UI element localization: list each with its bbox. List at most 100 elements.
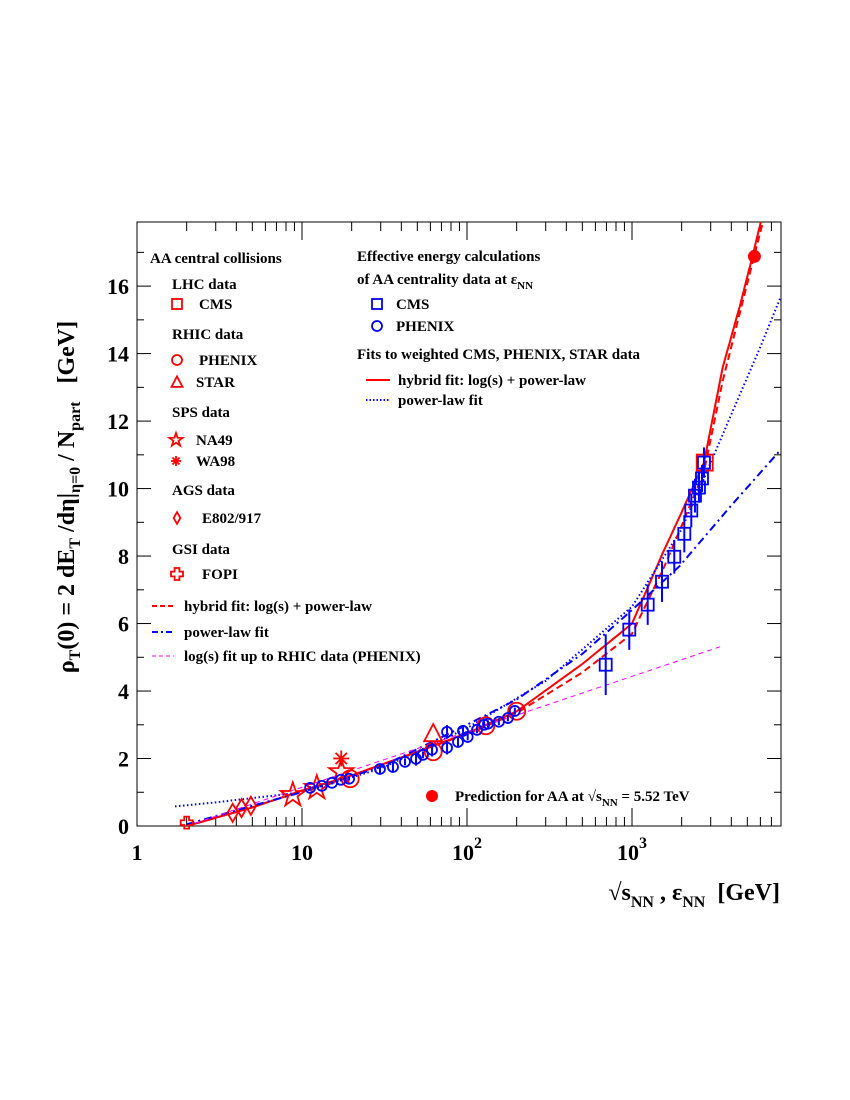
legend-marker: [171, 298, 183, 310]
legend-right-title-2: of AA centrality data at εNN: [357, 272, 533, 292]
legend-item-e802: E802/917: [202, 511, 262, 527]
data-point: [452, 736, 464, 748]
data-point-stroke: [334, 752, 348, 765]
legend-marker: [166, 430, 186, 448]
legend-marker: [170, 567, 184, 581]
data-point: [304, 781, 317, 794]
legend-marker: [172, 510, 182, 526]
x-tick-label: 10: [291, 840, 313, 865]
data-point: [441, 725, 453, 738]
data-point: [502, 712, 514, 724]
legend-marker-phenix-eff-circle: [371, 320, 383, 332]
legend-item-phenix-eff: PHENIX: [396, 319, 455, 335]
data-point: [482, 717, 494, 730]
series-fopi: [179, 815, 194, 830]
legend-marker-cms-eff-square: [371, 298, 383, 310]
data-point: [598, 657, 613, 672]
legend-fit-hybrid-right: hybrid fit: log(s) + power-law: [398, 373, 586, 389]
fit-curve-dotted: [174, 295, 781, 808]
data-point: [684, 503, 699, 518]
data-point: [507, 701, 527, 721]
data-point: [508, 705, 521, 717]
legend-marker-e802-diamond: [172, 510, 182, 526]
legend-group-gsi: GSI data: [172, 542, 230, 558]
legend-right: Effective energy calculations of AA cent…: [357, 249, 641, 409]
legend-left: AA central collisions LHC data CMS RHIC …: [150, 251, 421, 665]
data-point: [244, 794, 258, 817]
data-point: [655, 574, 669, 589]
series-e802917: [226, 794, 258, 824]
legend-fit-powerlaw: power-law fit: [184, 625, 269, 641]
x-tick-label: 102: [452, 835, 482, 865]
legend-marker-cms-square: [171, 298, 183, 310]
y-tick-label: 14: [107, 342, 129, 367]
data-point: [422, 722, 444, 743]
data-point: [695, 471, 709, 486]
legend-group-sps: SPS data: [172, 405, 230, 421]
data-point: [622, 622, 637, 637]
data-point: [677, 526, 692, 541]
data-points: [179, 249, 761, 830]
legend-item-cms: CMS: [199, 297, 232, 313]
legend-item-na49: NA49: [196, 433, 233, 449]
prediction-label: Prediction for AA at √sNN = 5.52 TeV: [455, 789, 690, 809]
y-tick-label: 16: [107, 274, 129, 299]
legend-marker: [171, 354, 183, 366]
data-point: [417, 748, 429, 761]
data-point: [747, 249, 761, 263]
legend-marker: [371, 298, 383, 310]
data-point: [461, 731, 474, 743]
data-point: [692, 480, 706, 495]
data-point: [688, 488, 702, 503]
data-point: [476, 716, 496, 736]
y-tick-label: 8: [118, 544, 129, 569]
legend-marker-stroke: [171, 456, 181, 466]
x-tick-label: 103: [617, 835, 647, 865]
data-point: [226, 801, 239, 824]
legend-group-ags: AGS data: [172, 483, 235, 499]
data-point: [179, 815, 194, 830]
series-wa98: [333, 750, 350, 767]
x-axis-title: √sNN , εNN [GeV]: [608, 880, 780, 911]
legend-marker-na49-star: [166, 430, 186, 448]
y-tick-label: 2: [118, 747, 129, 772]
data-point: [374, 763, 386, 775]
legend-marker-phenix-circle: [171, 354, 183, 366]
data-point: [343, 772, 356, 785]
legend-fit-logfit: log(s) fit up to RHIC data (PHENIX): [184, 649, 421, 665]
legend-marker-star-triangle: [170, 374, 184, 388]
legend-group-rhic: RHIC data: [172, 327, 244, 343]
series-star: [422, 722, 444, 743]
x-tick-label: 1: [132, 840, 143, 865]
axis-ticks: 0 2 4 6 8 10 12 14 16 1 10 102 103: [107, 222, 782, 865]
legend-right-title-1: Effective energy calculations: [357, 249, 540, 265]
legend-marker-fopi-cross: [170, 567, 184, 581]
y-tick-label: 4: [118, 679, 129, 704]
legend-marker-wa98-asterisk: [171, 456, 181, 466]
data-point: [426, 743, 438, 756]
legend-marker: [371, 320, 383, 332]
data-point: [278, 779, 308, 808]
legend-item-star: STAR: [196, 375, 235, 391]
data-point: [334, 773, 347, 786]
legend-item-phenix: PHENIX: [199, 353, 258, 369]
series-phenix-effective: [304, 705, 521, 794]
data-point: [441, 741, 453, 754]
y-axis-title: ρT(0) = 2 dET /dη|η=0 / Npart [GeV]: [54, 321, 84, 673]
fit-curve-dashed-thin: [186, 646, 721, 826]
legend-fit-powerlaw-right: power-law fit: [398, 393, 483, 409]
series-prediction: [747, 249, 761, 263]
data-point: [399, 755, 411, 768]
data-point: [326, 756, 356, 785]
legend-item-cms-eff: CMS: [396, 297, 429, 313]
y-tick-label: 12: [107, 409, 129, 434]
y-tick-label: 10: [107, 477, 129, 502]
data-point: [423, 742, 443, 762]
series-cms-effective: [598, 447, 711, 696]
legend-item-fopi: FOPI: [202, 567, 238, 583]
y-tick-label: 0: [118, 814, 129, 839]
data-point: [667, 549, 682, 564]
data-point: [640, 597, 655, 612]
